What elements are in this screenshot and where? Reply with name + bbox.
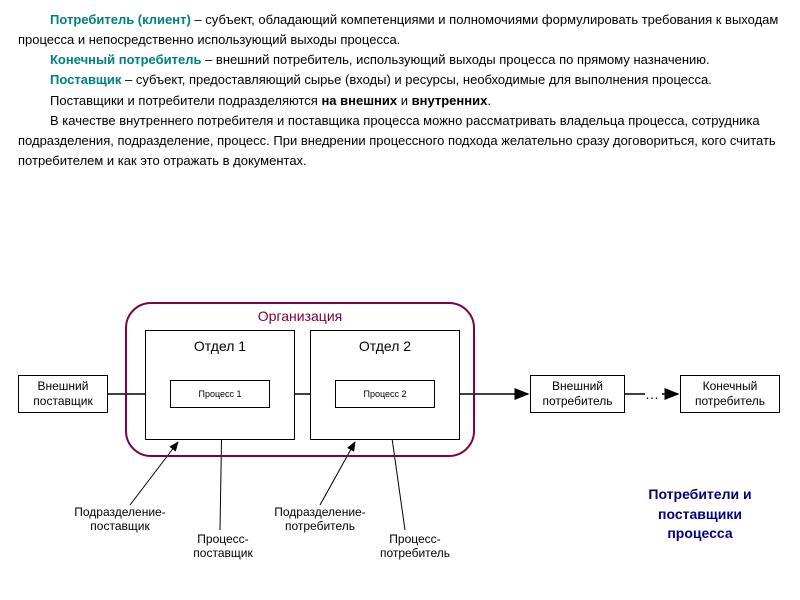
body-supplier: – субъект, предоставляющий сырье (входы)… — [121, 72, 711, 87]
p4b1: на внешних — [321, 93, 397, 108]
process1-box: Процесс 1 — [170, 380, 270, 408]
p4a: Поставщики и потребители подразделяются — [50, 93, 321, 108]
p4end: . — [487, 93, 491, 108]
p4mid: и — [397, 93, 412, 108]
external-consumer-box: Внешний потребитель — [530, 375, 625, 413]
p-final-consumer: Конечный потребитель – внешний потребите… — [18, 50, 782, 70]
label-dept-supplier: Подразделение- поставщик — [55, 505, 185, 534]
external-supplier-label: Внешний поставщик — [33, 379, 92, 409]
p-external-internal: Поставщики и потребители подразделяются … — [18, 91, 782, 111]
dept1-label: Отдел 1 — [145, 338, 295, 354]
p4b2: внутренних — [412, 93, 488, 108]
process2-box: Процесс 2 — [335, 380, 435, 408]
ellipsis: … — [645, 386, 659, 402]
term-final-consumer: Конечный потребитель — [50, 52, 201, 67]
final-consumer-box: Конечный потребитель — [680, 375, 780, 413]
p-explanation: В качестве внутреннего потребителя и пос… — [18, 111, 782, 171]
definitions-text: Потребитель (клиент) – субъект, обладающ… — [0, 0, 800, 179]
organization-label: Организация — [245, 308, 355, 324]
external-consumer-label: Внешний потребитель — [542, 379, 612, 409]
label-proc-supplier: Процесс- поставщик — [173, 532, 273, 561]
diagram-title: Потребители и поставщики процесса — [610, 485, 790, 544]
process-diagram: Организация Отдел 1 Отдел 2 Процесс 1 Пр… — [0, 280, 800, 600]
label-dept-consumer: Подразделение- потребитель — [255, 505, 385, 534]
term-consumer: Потребитель (клиент) — [50, 12, 191, 27]
process2-label: Процесс 2 — [363, 389, 406, 399]
process1-label: Процесс 1 — [198, 389, 241, 399]
final-consumer-label: Конечный потребитель — [695, 379, 765, 409]
body-final-consumer: – внешний потребитель, использующий выхо… — [201, 52, 709, 67]
label-proc-consumer: Процесс- потребитель — [360, 532, 470, 561]
p-supplier: Поставщик – субъект, предоставляющий сыр… — [18, 70, 782, 90]
external-supplier-box: Внешний поставщик — [18, 375, 108, 413]
dept2-label: Отдел 2 — [310, 338, 460, 354]
term-supplier: Поставщик — [50, 72, 121, 87]
p-consumer: Потребитель (клиент) – субъект, обладающ… — [18, 10, 782, 50]
